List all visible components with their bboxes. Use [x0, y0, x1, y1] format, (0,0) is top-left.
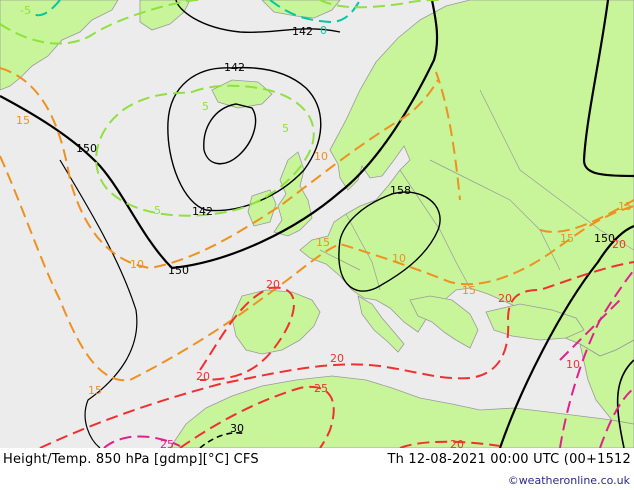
land-ireland	[247, 189, 277, 227]
temp-label: 25	[160, 438, 174, 448]
isotherm-minus5	[269, 0, 361, 24]
land-great-britain	[273, 151, 313, 237]
temp-label: 15	[316, 236, 330, 249]
temp-label: 10	[566, 358, 580, 371]
isotherm-5-low	[95, 84, 315, 217]
temp-label: 20	[196, 370, 210, 383]
temp-label: 20	[450, 438, 464, 448]
height-contours	[0, 0, 634, 448]
height-contour-150-east	[498, 224, 634, 448]
temp-label: 10	[392, 252, 406, 265]
isotherm-15-east	[539, 199, 634, 233]
temp-label: 15	[618, 200, 632, 213]
temp-labels: -5 0 5 5 5 10 10 10 15 15 15 15 15 15 20…	[16, 4, 632, 448]
land-balkans	[409, 295, 479, 349]
land-iberia	[231, 289, 321, 355]
isotherm-10	[0, 67, 439, 270]
temp-label: 30	[230, 422, 244, 435]
land-italy	[357, 295, 405, 353]
height-contour-142-north	[175, 0, 341, 33]
isotherm-20-east	[399, 440, 501, 448]
map-footer: Height/Temp. 850 hPa [gdmp][°C] CFS Th 1…	[0, 448, 634, 490]
land-greenland	[0, 0, 119, 91]
isotherm-25-east	[599, 387, 634, 448]
isotherm-15	[0, 155, 634, 382]
weather-map: 142 142 142 150 150 150 158 -5 0 5 5 5 1…	[0, 0, 634, 448]
land-svalbard	[139, 0, 191, 31]
isotherms	[0, 0, 634, 448]
chart-title: Height/Temp. 850 hPa [gdmp][°C] CFS	[3, 452, 259, 467]
land-middle-east	[579, 339, 634, 425]
temp-label: 5	[282, 122, 289, 135]
height-label: 150	[76, 142, 97, 155]
isotherm-10-scandinavia	[435, 71, 461, 201]
temp-label: 20	[612, 238, 626, 251]
height-label: 158	[390, 184, 411, 197]
land-franz-josef	[261, 0, 341, 19]
temp-label: 5	[202, 100, 209, 113]
land-masses	[0, 0, 634, 448]
height-contour-138-inner	[203, 103, 257, 165]
temp-label: 15	[16, 114, 30, 127]
temp-label: 0	[320, 24, 327, 37]
isotherm-30-south	[199, 432, 247, 448]
temp-label: 20	[330, 352, 344, 365]
height-contour-east-edge	[616, 359, 634, 448]
temp-label: -5	[20, 4, 31, 17]
credit-link[interactable]: ©weatheronline.co.uk	[507, 474, 630, 487]
isotherm-5-green	[0, 0, 201, 45]
height-label: 142	[292, 25, 313, 38]
valid-time: Th 12-08-2021 00:00 UTC (00+1512	[387, 452, 631, 467]
temp-label: 10	[130, 258, 144, 271]
temp-label: 15	[462, 284, 476, 297]
country-borders	[319, 89, 634, 291]
temp-label: 5	[154, 204, 161, 217]
temp-label: 10	[314, 150, 328, 163]
height-contour-150	[0, 0, 439, 270]
isotherm-5-north	[319, 0, 441, 9]
isotherm-25	[179, 385, 335, 448]
height-contour-150-ne	[582, 0, 634, 178]
height-label: 142	[192, 205, 213, 218]
isotherm-0	[29, 0, 61, 17]
temp-label: 15	[88, 384, 102, 397]
temp-label: 15	[560, 232, 574, 245]
height-contour-158	[338, 191, 441, 292]
land-turkey	[485, 303, 585, 341]
isotherm-30	[103, 435, 181, 448]
isotherm-20-iberia	[199, 286, 295, 381]
temp-label: 20	[498, 292, 512, 305]
height-label: 150	[594, 232, 615, 245]
height-contour-142-low	[167, 66, 322, 212]
land-europe	[299, 0, 634, 357]
height-label: 142	[224, 61, 245, 74]
isotherm-30-east	[559, 299, 621, 361]
height-label: 150	[168, 264, 189, 277]
height-contour-150-low-sw	[59, 159, 138, 448]
temp-label: 25	[314, 382, 328, 395]
height-labels: 142 142 142 150 150 150 158	[76, 25, 615, 277]
temp-label: 20	[266, 278, 280, 291]
isotherm-20-med	[39, 261, 634, 448]
